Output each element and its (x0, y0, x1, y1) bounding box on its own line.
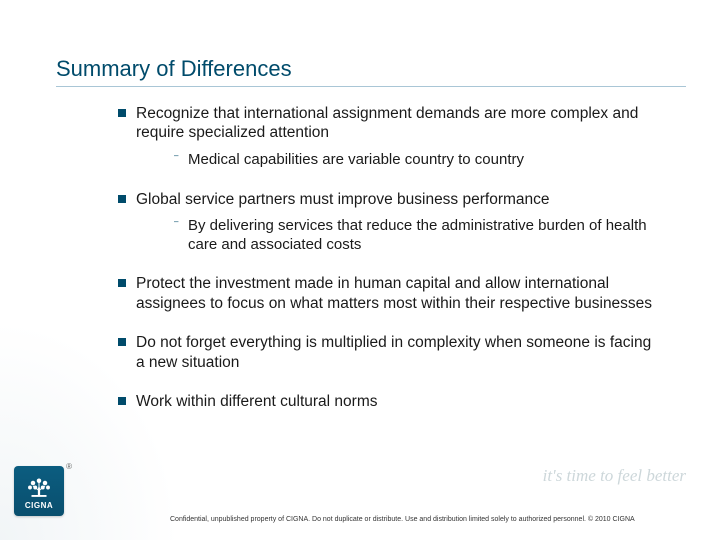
sub-item: Medical capabilities are variable countr… (174, 151, 660, 170)
bullet-text: Recognize that international assignment … (136, 105, 638, 141)
sub-text: Medical capabilities are variable countr… (188, 151, 524, 168)
sub-list: By delivering services that reduce the a… (136, 217, 660, 255)
tree-icon (24, 472, 54, 500)
bullet-item: Recognize that international assignment … (118, 104, 660, 170)
sub-text: By delivering services that reduce the a… (188, 217, 647, 253)
slide: Summary of Differences Recognize that in… (0, 0, 720, 540)
title-underline (56, 86, 686, 87)
bullet-item: Global service partners must improve bus… (118, 190, 660, 255)
brand-logo: CIGNA (14, 466, 64, 516)
bullet-item: Work within different cultural norms (118, 392, 660, 411)
bullet-item: Protect the investment made in human cap… (118, 274, 660, 313)
logo-area: ® CIGNA (14, 466, 64, 516)
sub-list: Medical capabilities are variable countr… (136, 151, 660, 170)
bullet-text: Global service partners must improve bus… (136, 191, 550, 208)
sub-item: By delivering services that reduce the a… (174, 217, 660, 255)
brand-name: CIGNA (25, 501, 53, 510)
bullet-text: Protect the investment made in human cap… (136, 275, 652, 311)
tagline: it's time to feel better (543, 466, 686, 486)
bullet-item: Do not forget everything is multiplied i… (118, 333, 660, 372)
page-title: Summary of Differences (56, 56, 664, 82)
registered-mark: ® (66, 462, 72, 471)
bullet-list: Recognize that international assignment … (118, 104, 660, 411)
bullet-text: Do not forget everything is multiplied i… (136, 334, 651, 370)
bullet-text: Work within different cultural norms (136, 393, 378, 410)
content-area: Recognize that international assignment … (118, 104, 660, 431)
footer-disclaimer: Confidential, unpublished property of CI… (170, 516, 660, 524)
